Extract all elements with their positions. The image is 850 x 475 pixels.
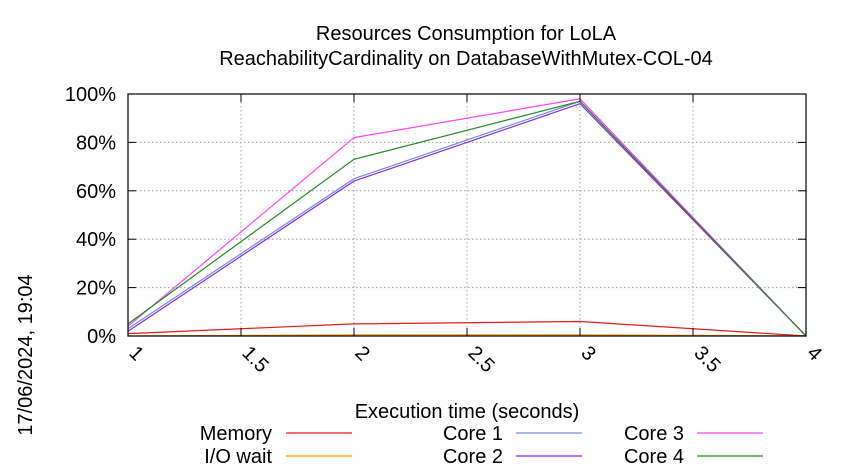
chart-title-line2: ReachabilityCardinality on DatabaseWithM… <box>219 48 713 70</box>
legend-label: Core 1 <box>443 423 503 445</box>
x-axis-label: Execution time (seconds) <box>355 401 580 423</box>
series-line-core-4 <box>127 100 807 337</box>
y-tick-label: 60% <box>76 181 116 203</box>
y-tick-label: 40% <box>76 229 116 251</box>
legend-label: Core 3 <box>624 423 684 445</box>
x-tick-label: 1.5 <box>237 342 272 377</box>
x-tick-label: 3.5 <box>689 342 724 377</box>
legend-label: Core 4 <box>624 446 684 468</box>
y-tick-label: 100% <box>65 84 116 106</box>
x-tick-label: 4 <box>802 342 825 365</box>
x-tick-label: 1 <box>124 342 147 365</box>
timestamp: 17/06/2024, 19:04 <box>15 274 37 435</box>
series-line-core-2 <box>127 103 807 337</box>
y-tick-label: 0% <box>87 326 116 348</box>
x-tick-label: 3 <box>576 342 599 365</box>
y-axis-ticks: 0% 20% 40% 60% 80% 100% <box>65 84 806 348</box>
chart-title-line1: Resources Consumption for LoLA <box>316 23 617 45</box>
grid <box>128 94 806 336</box>
series-line-core-3 <box>127 98 807 337</box>
legend-label: Core 2 <box>443 446 503 468</box>
y-tick-label: 20% <box>76 278 116 300</box>
legend-label: Memory <box>200 423 272 445</box>
x-tick-label: 2 <box>350 342 373 365</box>
legend-label: I/O wait <box>204 446 272 468</box>
y-tick-label: 80% <box>76 132 116 154</box>
x-tick-label: 2.5 <box>463 342 498 377</box>
